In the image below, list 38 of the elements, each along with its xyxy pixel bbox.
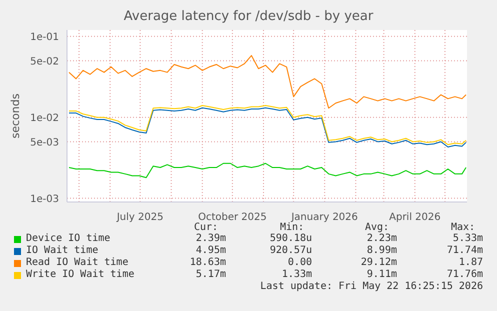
text: Last update: Fri May 22 16:25:15 2026 (259, 281, 483, 292)
text: 9.11m (366, 269, 397, 280)
x-tick-label: January 2026 (290, 212, 358, 223)
line-series (68, 162, 466, 178)
text: Cur: (192, 222, 220, 233)
chart-title: Average latency for /dev/sdb - by year (122, 9, 374, 24)
y-tick-label: 5e-03 (30, 137, 59, 148)
y-axis-title: seconds (8, 93, 22, 138)
line-series (68, 55, 466, 109)
text: 71.76m (446, 269, 483, 280)
text: Avg: (364, 222, 390, 233)
legend-label: IO Wait time (26, 245, 98, 256)
text: 18.63m (188, 257, 226, 268)
text: 8.99m (366, 245, 397, 256)
text: 29.12m (360, 257, 397, 268)
legend-label: Write IO Wait time (26, 269, 134, 280)
y-tick-label: 1e-01 (30, 32, 59, 43)
text: 2.23m (366, 233, 397, 244)
text: 5.33m (452, 233, 483, 244)
text: 1.87 (458, 257, 483, 268)
x-tick-label: July 2025 (116, 212, 164, 223)
text: Max: (450, 222, 476, 233)
text: 590.18u (268, 233, 312, 244)
text: 71.74m (446, 245, 483, 256)
text: 4.95m (194, 245, 226, 256)
text: 2.39m (194, 233, 226, 244)
text: 0.00 (286, 257, 312, 268)
text: 5.17m (194, 269, 226, 280)
text: 920.57u (268, 245, 312, 256)
y-tick-label: 1e-02 (30, 112, 59, 124)
y-tick-label: 5e-02 (30, 56, 59, 68)
x-tick-label: April 2026 (389, 212, 441, 223)
y-tick-label: 1e-03 (30, 194, 59, 205)
text: 1.33m (280, 269, 312, 280)
legend-label: Read IO Wait time (26, 257, 128, 268)
legend-label: Device IO time (26, 233, 110, 244)
x-tick-label: October 2025 (198, 212, 267, 223)
text: Min: (278, 222, 306, 233)
